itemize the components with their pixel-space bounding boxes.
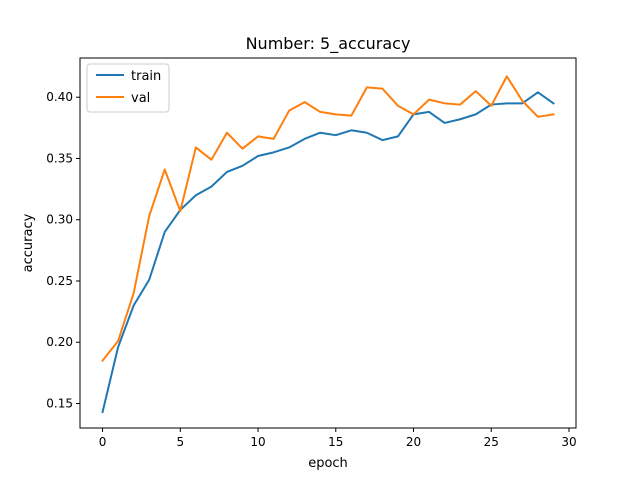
y-tick-label: 0.30 (46, 213, 73, 227)
series-layer (101, 75, 555, 414)
legend: train val (86, 63, 170, 113)
x-tick-label: 5 (176, 435, 184, 449)
y-tick-label: 0.15 (46, 396, 73, 410)
y-axis-ticks: 0.15 0.20 0.25 0.30 0.35 0.40 (46, 90, 80, 410)
y-tick-label: 0.35 (46, 151, 73, 165)
series-line-val (101, 75, 555, 363)
x-tick-label: 25 (484, 435, 499, 449)
x-axis-label: epoch (308, 456, 348, 471)
legend-label-train: train (131, 69, 161, 84)
x-tick-label: 0 (99, 435, 107, 449)
y-tick-label: 0.40 (46, 90, 73, 104)
chart-title: Number: 5_accuracy (246, 34, 411, 54)
y-tick-label: 0.25 (46, 274, 73, 288)
plot-area-frame (79, 57, 577, 429)
x-tick-label: 10 (250, 435, 265, 449)
x-tick-label: 15 (328, 435, 343, 449)
series-line-train (101, 91, 555, 414)
x-axis-ticks: 0 5 10 15 20 25 30 (99, 428, 577, 449)
x-tick-label: 30 (561, 435, 576, 449)
y-axis-label: accuracy (21, 213, 36, 272)
x-tick-label: 20 (406, 435, 421, 449)
y-tick-label: 0.20 (46, 335, 73, 349)
legend-label-val: val (131, 91, 150, 106)
